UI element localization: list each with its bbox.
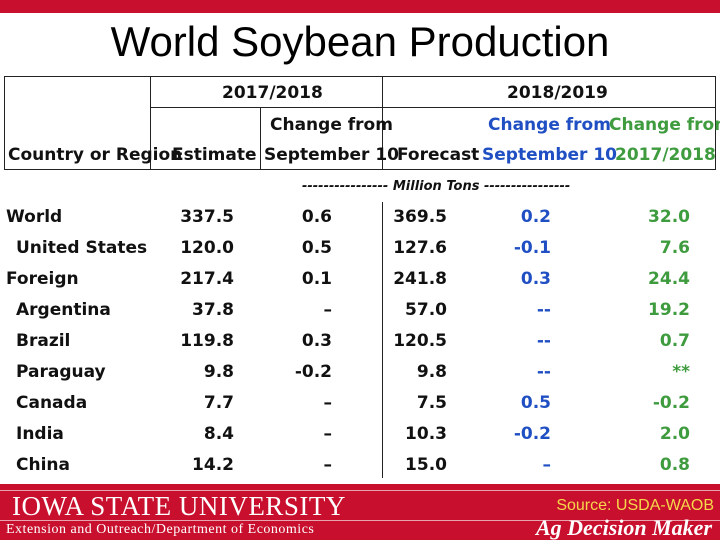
table-cell-estimate: 8.4: [203, 424, 234, 444]
header-change-sep2-1: Change from: [488, 115, 611, 135]
table-cell-forecast: 15.0: [405, 455, 447, 475]
table-cell-name: India: [16, 424, 64, 444]
table-cell-estimate: 217.4: [180, 269, 234, 289]
table-cell-chg-prev: 24.4: [648, 269, 690, 289]
table-cell-chg-prev: 2.0: [659, 424, 690, 444]
table-cell-chg-sep: 0.3: [301, 331, 332, 351]
table-cell-chg-prev: 0.7: [659, 331, 690, 351]
table-cell-chg-sep: 0.1: [301, 269, 332, 289]
table-cell-name: Paraguay: [16, 362, 106, 382]
header-estimate: Estimate: [172, 145, 257, 165]
header-change-sep2-2: September 10: [482, 145, 617, 165]
table-cell-name: World: [6, 207, 63, 227]
table-cell-chg-sep: 0.6: [301, 207, 332, 227]
table-cell-estimate: 7.7: [203, 393, 234, 413]
table-cell-estimate: 37.8: [192, 300, 234, 320]
table-cell-chg-sep2: -0.1: [513, 238, 551, 258]
table-cell-forecast: 9.8: [416, 362, 447, 382]
table-cell-estimate: 9.8: [203, 362, 234, 382]
table-cell-chg-prev: 19.2: [648, 300, 690, 320]
table-cell-chg-sep2: --: [536, 300, 551, 320]
header-2018: 2018/2019: [507, 83, 608, 103]
table-cell-name: United States: [16, 238, 148, 258]
footer-divider-top: [0, 490, 720, 491]
page-title: World Soybean Production: [110, 18, 610, 65]
table-cell-forecast: 241.8: [393, 269, 447, 289]
table-cell-estimate: 337.5: [180, 207, 234, 227]
table-cell-name: China: [16, 455, 70, 475]
source-label: Source: USDA-WAOB: [556, 497, 714, 514]
table-cell-estimate: 120.0: [180, 238, 234, 258]
header-2017: 2017/2018: [222, 83, 323, 103]
footer-divider-bottom: [0, 520, 720, 521]
header-country: Country or Region: [8, 145, 183, 165]
brand-logo-text: Ag Decision Maker: [536, 515, 712, 540]
table-cell-forecast: 120.5: [393, 331, 447, 351]
table-cell-chg-sep: -0.2: [294, 362, 332, 382]
production-table: 2017/2018 2018/2019 Country or Region Es…: [4, 76, 720, 478]
table-cell-name: Foreign: [6, 269, 79, 289]
table-cell-chg-sep2: --: [536, 331, 551, 351]
table-cell-chg-prev: 7.6: [659, 238, 690, 258]
table-cell-chg-sep2: 0.2: [520, 207, 551, 227]
table-cell-chg-sep2: --: [536, 362, 551, 382]
table-cell-forecast: 127.6: [393, 238, 447, 258]
table-cell-estimate: 119.8: [180, 331, 234, 351]
table-cell-chg-sep: 0.5: [301, 238, 332, 258]
table-cell-chg-sep: –: [323, 300, 333, 320]
table-cell-name: Argentina: [16, 300, 111, 320]
table-cell-chg-sep: –: [323, 393, 333, 413]
table-cell-chg-prev: -0.2: [652, 393, 690, 413]
header-change-prev-1: Change from: [609, 115, 720, 135]
table-cell-chg-sep2: 0.3: [520, 269, 551, 289]
table-cell-chg-sep2: -0.2: [513, 424, 551, 444]
header-change-sep-2: September 10: [264, 145, 399, 165]
table-cell-forecast: 10.3: [405, 424, 447, 444]
top-red-bar: [0, 0, 720, 13]
table-cell-name: Canada: [16, 393, 88, 413]
header-change-sep-1: Change from: [270, 115, 393, 135]
footer-bar: [0, 484, 720, 540]
table-grid: [4, 76, 716, 478]
table-cell-chg-prev: 0.8: [659, 455, 690, 475]
table-cell-chg-sep2: –: [542, 455, 552, 475]
table-cell-estimate: 14.2: [192, 455, 234, 475]
table-cell-chg-prev: 32.0: [648, 207, 690, 227]
department-text: Extension and Outreach/Department of Eco…: [6, 522, 315, 537]
table-cell-chg-prev: **: [672, 362, 690, 382]
unit-label: ---------------- Million Tons ----------…: [302, 179, 571, 194]
table-cell-chg-sep2: 0.5: [520, 393, 551, 413]
table-cell-chg-sep: –: [323, 424, 333, 444]
table-cell-chg-sep: –: [323, 455, 333, 475]
table-cell-forecast: 7.5: [416, 393, 447, 413]
table-cell-forecast: 369.5: [393, 207, 447, 227]
header-change-prev-2: 2017/2018: [615, 145, 716, 165]
header-forecast: Forecast: [397, 145, 480, 165]
university-logo-text: IOWA STATE UNIVERSITY: [12, 491, 346, 521]
table-cell-forecast: 57.0: [405, 300, 447, 320]
table-cell-name: Brazil: [16, 331, 71, 351]
